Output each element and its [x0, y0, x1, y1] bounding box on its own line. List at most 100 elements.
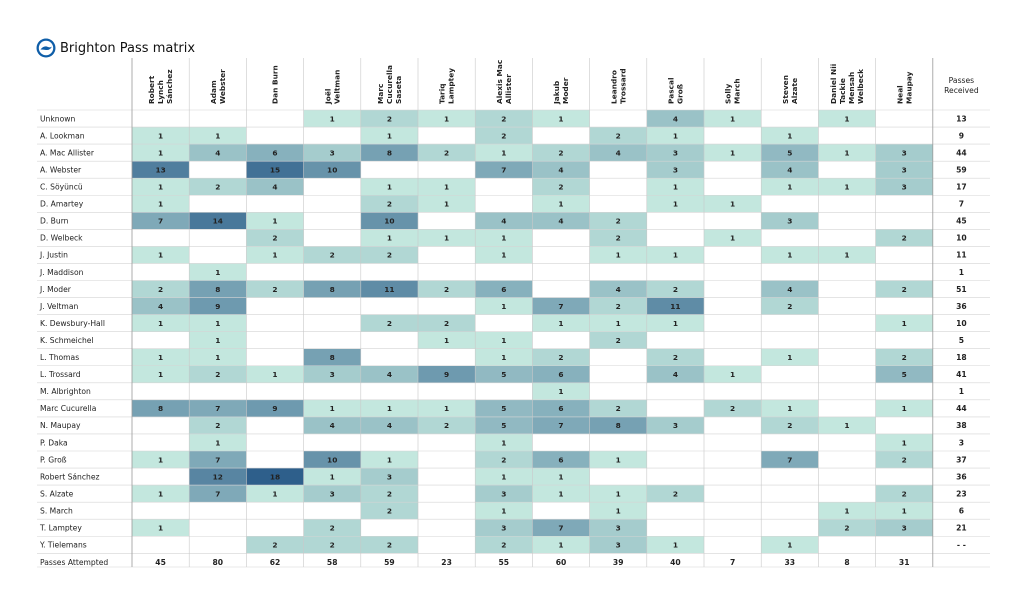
matrix-cell [589, 246, 647, 264]
matrix-cell [532, 110, 590, 128]
matrix-cell-value: 1 [444, 114, 449, 123]
column-label: Joël [323, 89, 332, 105]
matrix-cell [761, 280, 819, 298]
matrix-cell-value: 1 [616, 251, 621, 260]
matrix-cell-value: 1 [272, 489, 277, 498]
matrix-cell [360, 468, 418, 486]
matrix-cell [761, 348, 819, 366]
passes-received-value: 44 [956, 404, 967, 413]
matrix-cell-value: 2 [673, 353, 678, 362]
matrix-cell [360, 314, 418, 332]
matrix-cell [875, 161, 933, 179]
matrix-cell-value: 3 [673, 148, 678, 157]
matrix-cell-value: 2 [501, 114, 506, 123]
passes-attempted-value: 80 [213, 558, 224, 567]
matrix-cell [132, 212, 190, 230]
chart-title: Brighton Pass matrix [60, 40, 196, 56]
matrix-cell [132, 365, 190, 383]
column-label: Adam [209, 80, 218, 104]
matrix-cell [532, 178, 590, 196]
matrix-cell-value: 1 [215, 438, 220, 447]
matrix-cell [132, 280, 190, 298]
matrix-cell-value: 2 [215, 183, 220, 192]
matrix-cell-value: 2 [902, 353, 907, 362]
passes-attempted-value: 31 [899, 558, 910, 567]
matrix-cell-value: 5 [902, 370, 907, 379]
matrix-cell-value: 2 [616, 302, 621, 311]
matrix-cell [246, 485, 304, 503]
matrix-cell-value: 1 [158, 455, 163, 464]
matrix-cell-value: 7 [558, 302, 563, 311]
matrix-cell [189, 416, 247, 434]
matrix-cell-value: 1 [444, 234, 449, 243]
passes-received-value: 41 [956, 370, 967, 379]
matrix-cell [475, 536, 533, 554]
matrix-cell-value: 2 [616, 217, 621, 226]
matrix-cell [532, 416, 590, 434]
matrix-cell [303, 451, 361, 469]
matrix-cell [303, 485, 361, 503]
row-label: A. Mac Allister [40, 148, 95, 157]
matrix-cell-value: 1 [730, 234, 735, 243]
matrix-cell-value: 1 [844, 506, 849, 515]
matrix-cell-value: 1 [844, 251, 849, 260]
matrix-cell [532, 212, 590, 230]
matrix-cell [589, 399, 647, 417]
matrix-cell-value: 2 [616, 404, 621, 413]
matrix-cell [418, 178, 476, 196]
matrix-cell [189, 314, 247, 332]
matrix-cell-value: 2 [558, 183, 563, 192]
matrix-cell [418, 365, 476, 383]
matrix-cell [189, 451, 247, 469]
matrix-cell-value: 1 [558, 114, 563, 123]
matrix-cell-value: 7 [787, 455, 792, 464]
matrix-cell-value: 1 [844, 148, 849, 157]
matrix-cell-value: 3 [330, 489, 335, 498]
matrix-cell-value: 6 [272, 148, 277, 157]
matrix-cell-value: 3 [501, 524, 506, 533]
row-label: D. Burn [40, 217, 69, 226]
matrix-cell [818, 502, 876, 520]
matrix-cell-value: 3 [902, 183, 907, 192]
matrix-cell [875, 399, 933, 417]
matrix-cell-value: 1 [902, 506, 907, 515]
matrix-cell-value: 2 [387, 200, 392, 209]
matrix-cell-value: 2 [387, 114, 392, 123]
passes-attempted-value: 7 [730, 558, 735, 567]
matrix-cell-value: 1 [158, 489, 163, 498]
passes-received-value: 9 [959, 131, 964, 140]
matrix-cell [246, 246, 304, 264]
matrix-cell-value: 1 [558, 489, 563, 498]
matrix-cell-value: 2 [902, 234, 907, 243]
column-label: Leandro [609, 70, 618, 104]
passes-attempted-value: 23 [441, 558, 452, 567]
passes-received-value: 1 [959, 387, 964, 396]
matrix-cell-value: 2 [387, 489, 392, 498]
matrix-cell [475, 433, 533, 451]
matrix-cell-value: 2 [158, 285, 163, 294]
matrix-cell-value: 9 [444, 370, 449, 379]
row-label: P. Daka [40, 438, 68, 447]
matrix-cell-value: 3 [330, 370, 335, 379]
row-label: N. Maupay [40, 421, 81, 430]
matrix-cell [589, 536, 647, 554]
matrix-cell [360, 451, 418, 469]
matrix-cell [761, 127, 819, 145]
passes-attempted-value: 60 [556, 558, 567, 567]
passes-received-value: 10 [956, 319, 967, 328]
matrix-cell-value: 8 [215, 285, 220, 294]
matrix-cell [132, 195, 190, 213]
matrix-cell-value: 1 [616, 455, 621, 464]
row-label: L. Trossard [40, 370, 81, 379]
matrix-cell-value: 1 [158, 148, 163, 157]
matrix-cell [189, 399, 247, 417]
matrix-cell-value: 1 [215, 336, 220, 345]
row-label: T. Lamptey [39, 524, 82, 533]
matrix-cell-value: 1 [787, 353, 792, 362]
matrix-cell [875, 433, 933, 451]
matrix-cell-value: 4 [787, 285, 792, 294]
matrix-cell-value: 2 [616, 131, 621, 140]
matrix-cell [360, 144, 418, 162]
matrix-cell [875, 229, 933, 247]
matrix-cell-value: 1 [673, 183, 678, 192]
